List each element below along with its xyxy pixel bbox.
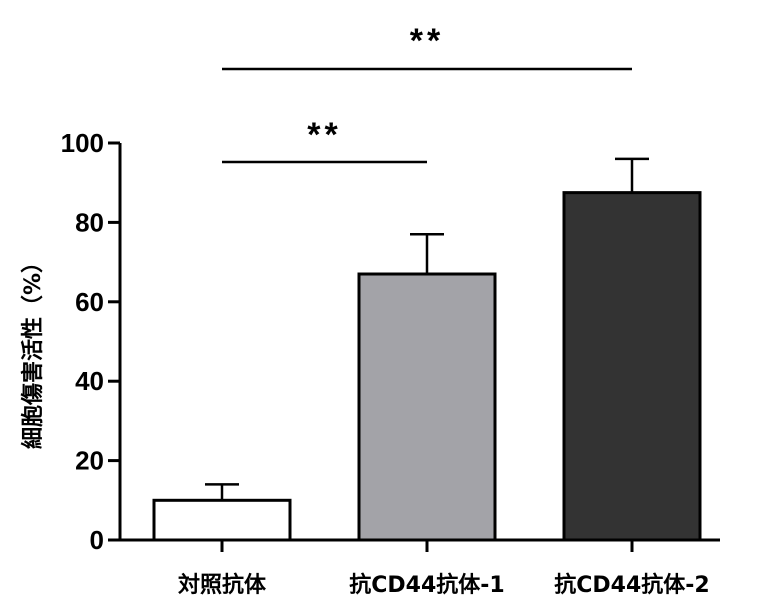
x-category-label: 対照抗体	[178, 572, 267, 598]
y-tick-label: 100	[61, 128, 104, 158]
x-axis: 対照抗体 抗CD44抗体-1 抗CD44抗体-2	[120, 538, 720, 598]
x-category-label: 抗CD44抗体-1	[349, 572, 504, 598]
significance-brackets: ** **	[222, 22, 632, 164]
y-tick-label: 80	[75, 207, 104, 237]
y-tick-label: 60	[75, 287, 104, 317]
significance-label: **	[410, 22, 444, 60]
bar	[357, 272, 497, 542]
bar	[562, 191, 702, 542]
y-tick-label: 40	[75, 366, 104, 396]
y-axis: 0 20 40 60 80 100	[61, 128, 122, 555]
error-bars	[205, 157, 649, 501]
significance-label: **	[307, 116, 341, 154]
y-tick-label: 20	[75, 446, 104, 476]
y-tick-label: 0	[90, 525, 104, 555]
bar	[152, 498, 292, 542]
y-axis-title: 細胞傷害活性（%）	[20, 251, 46, 449]
bars	[152, 191, 702, 542]
x-category-label: 抗CD44抗体-2	[554, 572, 709, 598]
